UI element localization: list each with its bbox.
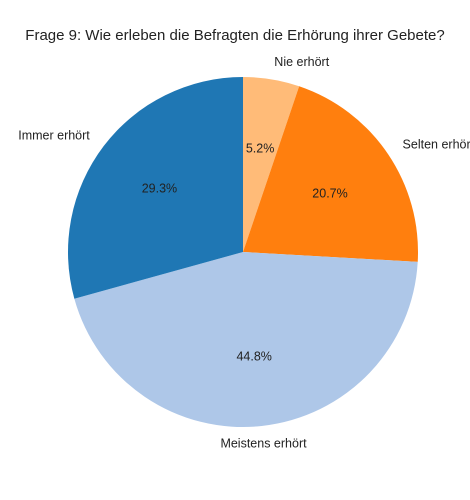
slice-pct-immer-erh-rt: 29.3%: [142, 181, 177, 195]
pie-slices: [68, 77, 419, 427]
pie-labels: Nie erhört 5.2% Selten erhört 20.7% Meistens…: [18, 55, 470, 450]
slice-pct-meistens-erh-rt: 44.8%: [236, 349, 271, 363]
slice-label-immer-erh-rt: Immer erhört: [18, 128, 90, 142]
slice-nie-erh-rt: [243, 77, 300, 252]
slice-selten-erh-rt: [243, 86, 419, 262]
chart-title: Frage 9: Wie erleben die Befragten die E…: [25, 27, 444, 44]
slice-meistens-erh-rt: [74, 252, 418, 427]
slice-label-selten-erh-rt: Selten erhört: [403, 137, 470, 151]
slice-pct-nie-erh-rt: 5.2%: [246, 141, 275, 155]
slice-label-nie-erh-rt: Nie erhört: [274, 55, 329, 69]
slice-pct-selten-erh-rt: 20.7%: [312, 186, 347, 200]
slice-label-meistens-erh-rt: Meistens erhört: [220, 436, 307, 450]
slice-immer-erh-rt: [68, 77, 243, 299]
